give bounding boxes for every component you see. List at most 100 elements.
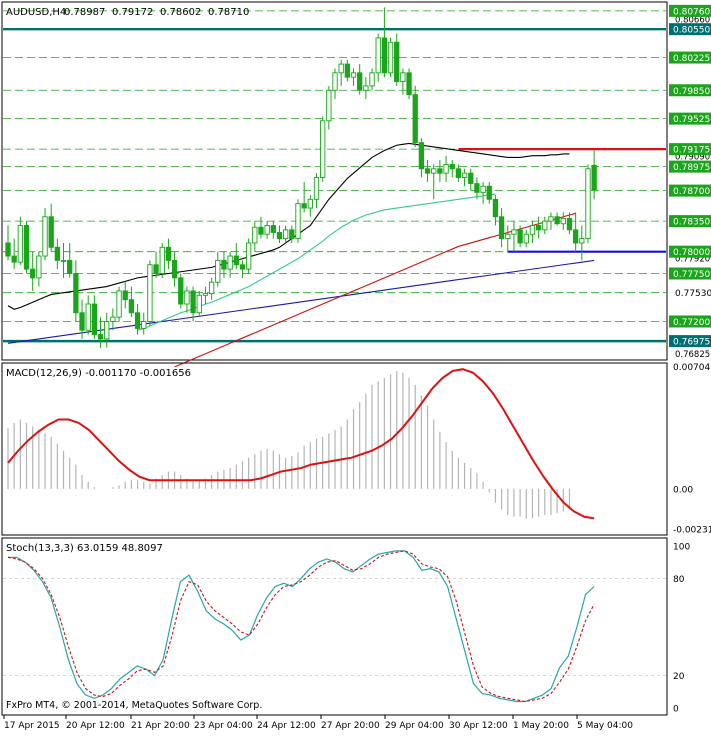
price-label: 0.80760 bbox=[673, 7, 710, 17]
candle-body bbox=[30, 268, 36, 279]
price-label: 0.79525 bbox=[673, 115, 710, 125]
candle-body bbox=[542, 220, 548, 231]
candle-body bbox=[252, 226, 258, 244]
macd-axis-label: 0.00 bbox=[673, 485, 693, 495]
candle-body bbox=[406, 72, 412, 96]
price-label: 0.79175 bbox=[673, 146, 710, 156]
candle-body bbox=[437, 168, 443, 174]
candle-body bbox=[258, 226, 264, 235]
candle-body bbox=[344, 63, 350, 78]
candle-body bbox=[523, 233, 529, 244]
price-tag bbox=[669, 267, 711, 280]
candle-body bbox=[326, 89, 332, 122]
candle-body bbox=[36, 255, 42, 279]
price-tag bbox=[669, 112, 711, 125]
candle-body bbox=[412, 94, 418, 144]
macd-signal bbox=[7, 368, 595, 520]
ohlc-low: 0.78602 bbox=[160, 7, 201, 18]
stochastic-levels bbox=[3, 578, 666, 676]
candle-body bbox=[54, 246, 61, 261]
candle-body bbox=[560, 218, 566, 225]
candle-body bbox=[474, 183, 480, 193]
stochastic-title: Stoch(13,3,3) 63.0159 48.8097 bbox=[6, 543, 163, 554]
candle-body bbox=[332, 72, 338, 91]
stoch-d-line bbox=[7, 550, 595, 703]
price-label: 0.80225 bbox=[673, 54, 710, 64]
time-label: 17 Apr 2015 bbox=[4, 721, 60, 731]
candle-body bbox=[431, 168, 437, 174]
candle-body bbox=[449, 163, 455, 170]
candle-body bbox=[67, 259, 73, 274]
candle-body bbox=[554, 216, 560, 225]
candle-body bbox=[486, 185, 492, 200]
candle-body bbox=[369, 72, 375, 87]
price-axis: 0.80660 0.79090 0.77920 0.76825 0.80760 0.805… bbox=[669, 4, 711, 360]
candle-body bbox=[245, 242, 252, 270]
ma-black-line bbox=[7, 142, 570, 310]
candle-body bbox=[171, 259, 178, 279]
candle-body bbox=[511, 229, 517, 235]
candle-body bbox=[276, 232, 283, 240]
price-label: 0.77750 bbox=[673, 270, 710, 280]
macd-panel[interactable]: 0.007046 0.00 -0.002317 MACD(12,26,9) -0.0… bbox=[1, 362, 711, 536]
candle-body bbox=[468, 172, 474, 185]
candles bbox=[5, 7, 597, 348]
candle-body bbox=[73, 273, 79, 314]
candle-body bbox=[387, 41, 394, 74]
candle-body bbox=[122, 290, 128, 301]
candle-body bbox=[585, 168, 591, 240]
price-tag bbox=[669, 335, 711, 348]
ohlc-high: 0.79172 bbox=[112, 7, 153, 18]
macd-axis: 0.007046 0.00 -0.002317 bbox=[673, 363, 711, 535]
candle-body bbox=[60, 259, 67, 262]
candle-body bbox=[591, 164, 597, 191]
time-axis: 17 Apr 2015 20 Apr 12:00 21 Apr 20:00 23 Ap… bbox=[3, 715, 633, 731]
candle-body bbox=[418, 142, 425, 170]
ma-red-line bbox=[174, 212, 576, 368]
price-label: 0.76975 bbox=[673, 338, 710, 348]
price-tag bbox=[669, 184, 711, 197]
candle-body bbox=[147, 264, 153, 322]
candle-body bbox=[23, 225, 30, 270]
stochastic-panel[interactable]: 100 80 20 0 Stoch(13,3,3) 63.0159 48.8097 F… bbox=[1, 537, 690, 716]
price-tag bbox=[669, 23, 711, 36]
candle-body bbox=[338, 63, 344, 74]
candle-body bbox=[283, 229, 289, 240]
candle-body bbox=[141, 321, 147, 329]
price-tag bbox=[669, 315, 711, 328]
price-label: 0.78350 bbox=[673, 218, 710, 228]
price-tag bbox=[669, 143, 711, 156]
candle-body bbox=[79, 312, 85, 331]
candle-body bbox=[227, 255, 233, 270]
price-label-minor: 0.80660 bbox=[675, 16, 710, 26]
candle-body bbox=[424, 168, 431, 174]
price-tag bbox=[669, 245, 711, 258]
candle-body bbox=[42, 216, 48, 257]
candle-body bbox=[48, 216, 54, 248]
candle-body bbox=[202, 293, 209, 296]
candle-body bbox=[11, 255, 17, 263]
candle-body bbox=[215, 259, 221, 283]
candle-body bbox=[91, 303, 98, 336]
price-label-minor: 0.76825 bbox=[675, 350, 710, 360]
candle-body bbox=[579, 238, 585, 244]
time-label: 23 Apr 04:00 bbox=[194, 721, 253, 731]
candle-body bbox=[159, 246, 165, 274]
candle-body bbox=[492, 198, 499, 218]
candle-body bbox=[394, 41, 400, 82]
candle-body bbox=[295, 203, 301, 240]
candle-body bbox=[548, 216, 554, 222]
candle-body bbox=[443, 163, 449, 174]
candle-body bbox=[128, 299, 135, 314]
candle-body bbox=[153, 264, 159, 274]
candle-body bbox=[381, 37, 388, 74]
candle-body bbox=[289, 229, 295, 240]
stochastic-lines bbox=[7, 550, 595, 703]
stochastic-axis: 100 80 20 0 bbox=[673, 543, 690, 715]
candle-body bbox=[375, 37, 381, 74]
candle-body bbox=[529, 225, 536, 235]
horizontal-levels[interactable] bbox=[3, 27, 666, 343]
price-panel[interactable]: 0.80660 0.79090 0.77920 0.76825 0.80760 0.805… bbox=[1, 1, 711, 368]
candle-body bbox=[110, 316, 116, 322]
